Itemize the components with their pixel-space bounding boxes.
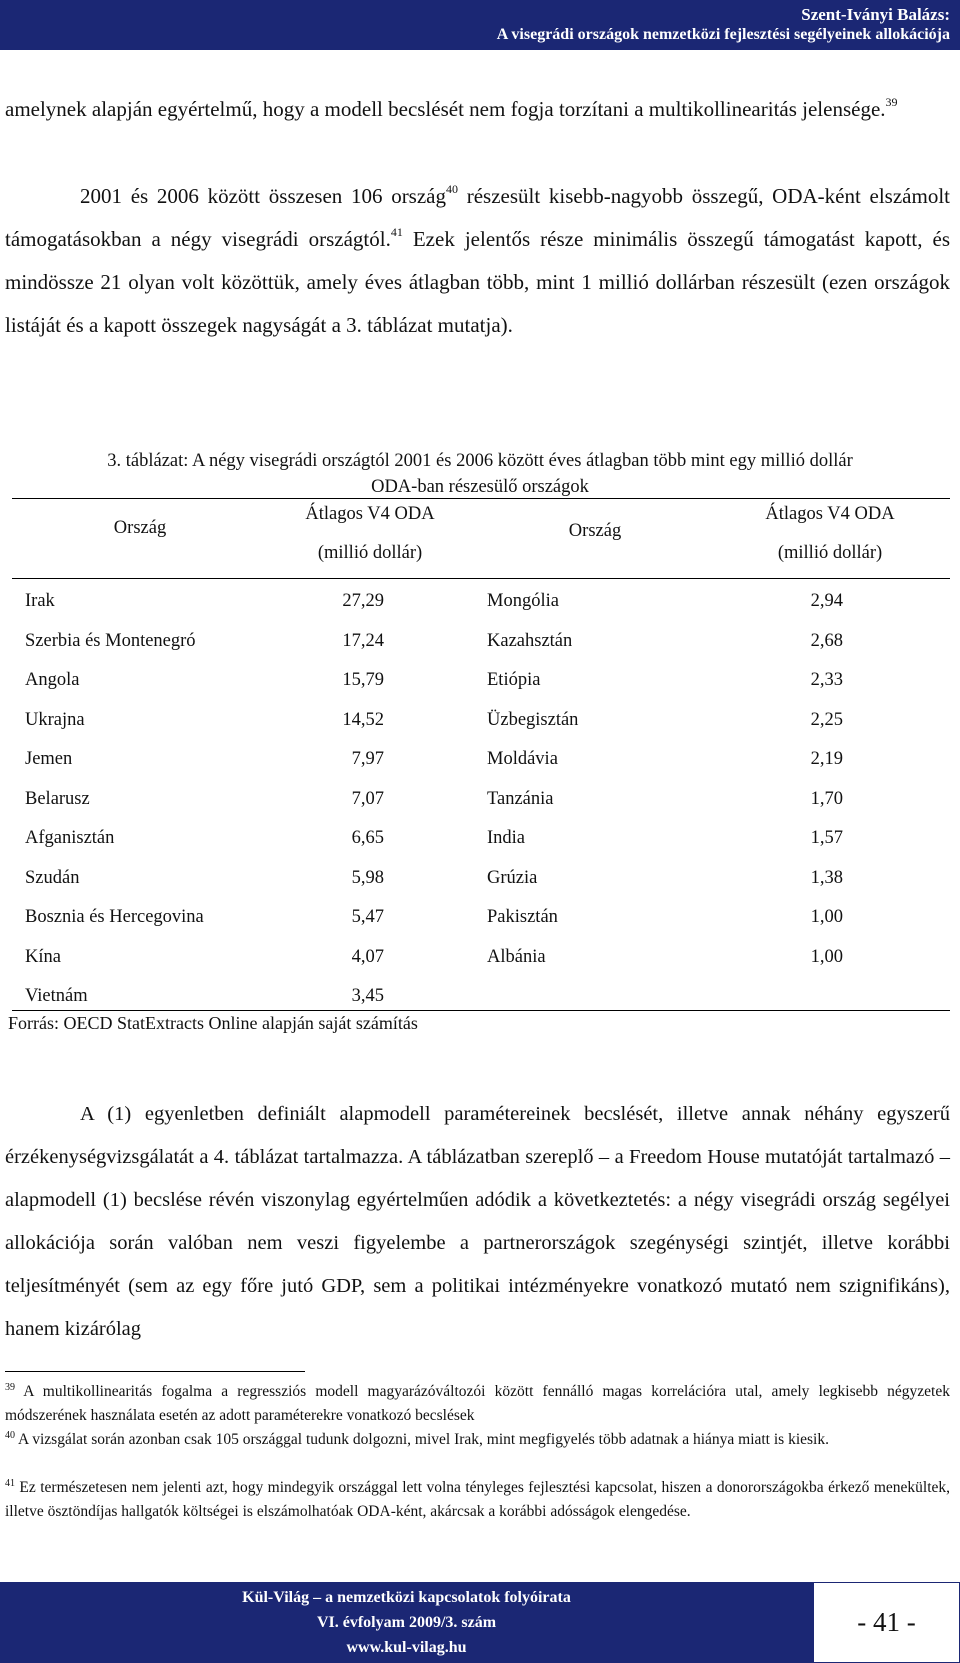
table-caption: 3. táblázat: A négy visegrádi országtól … xyxy=(10,448,950,500)
table-left-country-9: Kína xyxy=(25,947,61,967)
journal-footer: Kül-Világ – a nemzetközi kapcsolatok fol… xyxy=(0,1582,813,1663)
col-head-oda-right-line-1: Átlagos V4 ODA xyxy=(765,504,895,524)
table-left-value-6: 6,65 xyxy=(351,828,384,848)
col-head-oda-left-line-2: (millió dollár) xyxy=(317,543,423,563)
footnote-40-text: A vizsgálat során azonban csak 105 orszá… xyxy=(15,1431,829,1448)
paragraph-2: 2001 és 2006 között összesen 106 ország4… xyxy=(5,175,950,347)
table-left-value-3: 14,52 xyxy=(342,710,384,730)
table-right-value-2: 2,33 xyxy=(810,670,843,690)
table-right-country-4: Moldávia xyxy=(487,749,558,769)
footnote-41: 41 Ez természetesen nem jelenti azt, hog… xyxy=(5,1476,950,1524)
table-right-value-4: 2,19 xyxy=(810,749,843,769)
paragraph-1: amelynek alapján egyértelmű, hogy a mode… xyxy=(5,88,950,131)
table-right-country-1: Kazahsztán xyxy=(487,631,573,651)
table-bottom-rule xyxy=(12,1010,950,1011)
paragraph-1-text: amelynek alapján egyértelmű, hogy a mode… xyxy=(5,97,886,121)
table-left-country-0: Irak xyxy=(25,591,55,611)
paragraph-3: A (1) egyenletben definiált alapmodell p… xyxy=(5,1103,950,1340)
table-right-country-2: Etiópia xyxy=(487,670,541,690)
footnote-ref-40[interactable]: 40 xyxy=(446,182,458,196)
table-right-country-3: Üzbegisztán xyxy=(487,710,579,730)
table-left-value-4: 7,97 xyxy=(351,749,384,769)
footnote-40: 40 A vizsgálat során azonban csak 105 or… xyxy=(5,1428,950,1452)
table-left-value-10: 3,45 xyxy=(351,986,384,1006)
table-right-country-6: India xyxy=(487,828,526,848)
table-source: Forrás: OECD StatExtracts Online alapján… xyxy=(8,1013,418,1033)
header-author: Szent-Iványi Balázs: xyxy=(801,5,950,24)
col-head-country-right: Ország xyxy=(568,521,622,541)
table-right-country-8: Pakisztán xyxy=(487,907,558,927)
table-right-value-1: 2,68 xyxy=(810,631,843,651)
footnote-ref-41[interactable]: 41 xyxy=(390,225,403,239)
table-left-country-2: Angola xyxy=(25,670,80,690)
footnote-ref-39[interactable]: 39 xyxy=(885,95,898,109)
table-left-value-7: 5,98 xyxy=(351,868,384,888)
table-top-rule xyxy=(12,498,950,499)
table-right-value-0: 2,94 xyxy=(810,591,843,611)
footnote-39-number: 39 xyxy=(5,1381,15,1393)
table-left-value-1: 17,24 xyxy=(342,631,384,651)
footnote-separator xyxy=(5,1371,305,1372)
table-left-value-5: 7,07 xyxy=(351,789,384,809)
table-left-value-0: 27,29 xyxy=(342,591,384,611)
table-left-value-8: 5,47 xyxy=(351,907,384,927)
footnote-41-text: Ez természetesen nem jelenti azt, hogy m… xyxy=(5,1479,950,1520)
table-left-country-3: Ukrajna xyxy=(25,710,85,730)
table-left-country-7: Szudán xyxy=(25,868,80,888)
paragraph-2-part-a: 2001 és 2006 között összesen 106 ország xyxy=(80,184,446,208)
footer-journal-name: Kül-Világ – a nemzetközi kapcsolatok fol… xyxy=(242,1589,571,1606)
table-right-value-6: 1,57 xyxy=(810,828,843,848)
footnote-40-number: 40 xyxy=(5,1429,15,1441)
table-right-country-7: Grúzia xyxy=(487,868,538,888)
table-left-value-2: 15,79 xyxy=(342,670,384,690)
table-left-country-4: Jemen xyxy=(25,749,73,769)
table-right-country-9: Albánia xyxy=(487,947,546,967)
paragraph-2-part-b: részesült kisebb-nagyobb összegű, ODA-ké… xyxy=(5,184,950,251)
table-left-country-5: Belarusz xyxy=(25,789,90,809)
table-left-country-1: Szerbia és Montenegró xyxy=(25,631,196,651)
header-article-title: A visegrádi országok nemzetközi fejleszt… xyxy=(496,26,950,43)
col-head-country-left: Ország xyxy=(113,518,167,538)
running-header: Szent-Iványi Balázs: A visegrádi országo… xyxy=(0,0,960,50)
footnote-39-text: A multikollinearitás fogalma a regresszi… xyxy=(5,1383,950,1424)
table-right-value-3: 2,25 xyxy=(810,710,843,730)
table-right-value-7: 1,38 xyxy=(810,868,843,888)
table-right-value-5: 1,70 xyxy=(810,789,843,809)
table-caption-line-2: ODA-ban részesülő országok xyxy=(371,477,589,497)
footer-url[interactable]: www.kul-vilag.hu xyxy=(346,1639,467,1656)
table-right-country-5: Tanzánia xyxy=(487,789,554,809)
table-right-value-8: 1,00 xyxy=(810,907,843,927)
page-number: - 41 - xyxy=(813,1582,960,1663)
table-left-country-10: Vietnám xyxy=(25,986,88,1006)
table-right-value-9: 1,00 xyxy=(810,947,843,967)
table-caption-line-1: 3. táblázat: A négy visegrádi országtól … xyxy=(107,451,853,471)
table-left-country-6: Afganisztán xyxy=(25,828,115,848)
col-head-oda-left-line-1: Átlagos V4 ODA xyxy=(305,504,435,524)
footnote-39: 39 A multikollinearitás fogalma a regres… xyxy=(5,1380,950,1428)
footnote-41-number: 41 xyxy=(5,1477,15,1489)
table-right-country-0: Mongólia xyxy=(487,591,559,611)
table-header-rule xyxy=(12,578,950,579)
footer-issue: VI. évfolyam 2009/3. szám xyxy=(316,1614,497,1631)
table-left-value-9: 4,07 xyxy=(351,947,384,967)
paragraph-2-part-c: Ezek jelentős része minimális összegű tá… xyxy=(5,227,951,337)
col-head-oda-right-line-2: (millió dollár) xyxy=(777,543,883,563)
table-left-country-8: Bosznia és Hercegovina xyxy=(25,907,204,927)
